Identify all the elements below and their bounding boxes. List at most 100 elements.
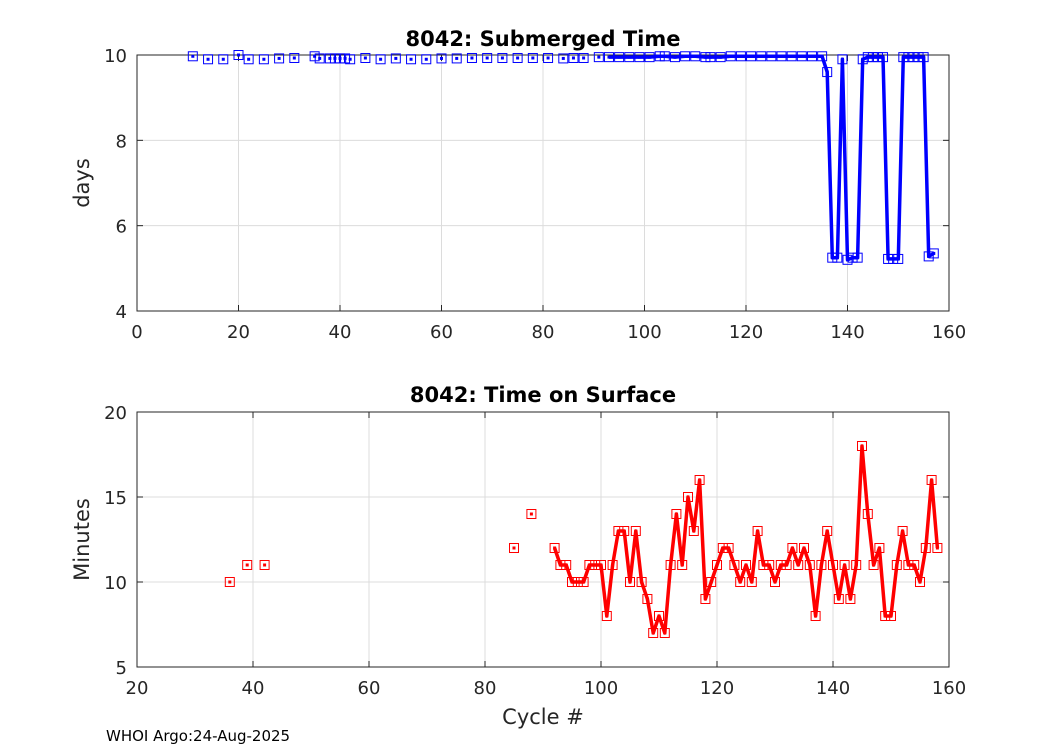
data-point-marker (832, 252, 843, 263)
data-point-dot (247, 57, 251, 61)
data-point-marker (816, 560, 827, 570)
data-point-marker (497, 52, 508, 63)
data-point-marker (746, 577, 757, 587)
data-point-marker (874, 543, 885, 553)
data-point-dot (872, 563, 876, 567)
data-point-marker (289, 52, 300, 63)
data-point-marker (614, 52, 625, 63)
data-point-dot (611, 563, 615, 567)
data-point-dot (663, 54, 667, 58)
data-point-dot (906, 563, 910, 567)
data-point-dot (485, 56, 489, 60)
data-point-marker (688, 526, 699, 536)
data-point-marker (549, 543, 560, 553)
y-tick-label: 20 (104, 403, 127, 424)
data-point-marker (683, 492, 693, 502)
data-point-marker (862, 509, 873, 519)
data-point-dot (820, 54, 824, 58)
data-point-marker (242, 560, 253, 570)
data-point-marker (274, 53, 285, 64)
data-point-dot (692, 529, 696, 533)
data-point-dot (616, 529, 620, 533)
data-point-marker (671, 509, 682, 519)
data-point-marker (607, 560, 618, 570)
x-tick-label: 140 (830, 322, 864, 343)
data-point-marker (512, 52, 523, 63)
data-point-dot (861, 57, 865, 61)
data-point-dot (571, 56, 575, 60)
data-point-dot (648, 55, 652, 59)
data-point-dot (686, 495, 690, 499)
data-point-dot (800, 54, 804, 58)
data-point-dot (756, 529, 760, 533)
data-point-marker (828, 560, 838, 570)
plot-area (137, 412, 949, 667)
x-tick-label: 20 (126, 678, 149, 699)
data-point-marker (642, 594, 653, 604)
x-axis-label: Cycle # (502, 705, 584, 729)
data-point-marker (715, 52, 726, 63)
data-point-dot (881, 55, 885, 59)
data-point-marker (390, 53, 401, 64)
data-point-dot (628, 580, 632, 584)
data-point-dot (744, 563, 748, 567)
data-point-marker (804, 560, 815, 570)
data-point-dot (831, 563, 835, 567)
data-point-dot (607, 55, 611, 59)
plot-panel-1: 0 20 40 60 80 100 120 140 160 4 6 8 10 8042: Submerge… (70, 27, 966, 343)
data-point-marker (746, 51, 757, 62)
data-point-marker (878, 52, 889, 63)
data-point-dot (500, 56, 504, 60)
data-point-marker (787, 543, 798, 553)
data-point-dot (825, 529, 829, 533)
data-point-dot (576, 580, 580, 584)
data-point-dot (819, 563, 823, 567)
data-point-marker (723, 543, 734, 553)
data-point-dot (546, 56, 550, 60)
data-point-dot (912, 563, 916, 567)
data-point-marker (700, 594, 711, 604)
data-point-dot (769, 54, 773, 58)
footer-credit: WHOI Argo:24-Aug-2025 (106, 727, 290, 745)
data-point-dot (582, 56, 586, 60)
data-point-marker (915, 577, 925, 587)
data-point-dot (328, 56, 332, 60)
data-point-marker (810, 611, 821, 621)
y-tick-label: 5 (116, 658, 127, 679)
data-point-marker (766, 51, 777, 62)
data-point-marker (654, 611, 664, 621)
data-point-marker (509, 543, 519, 553)
data-point-dot (924, 546, 928, 550)
data-point-dot (582, 580, 586, 584)
data-point-marker (451, 53, 462, 64)
data-point-dot (262, 57, 266, 61)
data-point-marker (852, 252, 863, 263)
data-point-marker (799, 543, 809, 553)
data-point-marker (561, 560, 572, 570)
data-point-marker (822, 526, 833, 536)
data-point-dot (732, 563, 736, 567)
data-point-dot (645, 597, 649, 601)
data-point-dot (470, 56, 474, 60)
data-point-marker (764, 560, 775, 570)
data-point-dot (597, 55, 601, 59)
x-tick-label: 40 (329, 322, 352, 343)
data-point-marker (482, 52, 493, 63)
data-point-dot (891, 257, 895, 261)
axes-box (136, 411, 950, 668)
data-point-marker (893, 253, 904, 264)
data-point-dot (673, 55, 677, 59)
data-point-dot (191, 54, 195, 58)
data-point-marker (596, 560, 606, 570)
data-point-marker (558, 53, 569, 64)
data-point-marker (756, 51, 767, 62)
data-point-dot (703, 597, 707, 601)
data-point-dot (854, 563, 858, 567)
y-axis-label: days (70, 158, 94, 208)
data-point-dot (663, 631, 667, 635)
data-point-dot (394, 56, 398, 60)
data-point-marker (781, 560, 792, 570)
data-point-dot (363, 56, 367, 60)
data-point-dot (790, 54, 794, 58)
data-point-dot (516, 56, 520, 60)
